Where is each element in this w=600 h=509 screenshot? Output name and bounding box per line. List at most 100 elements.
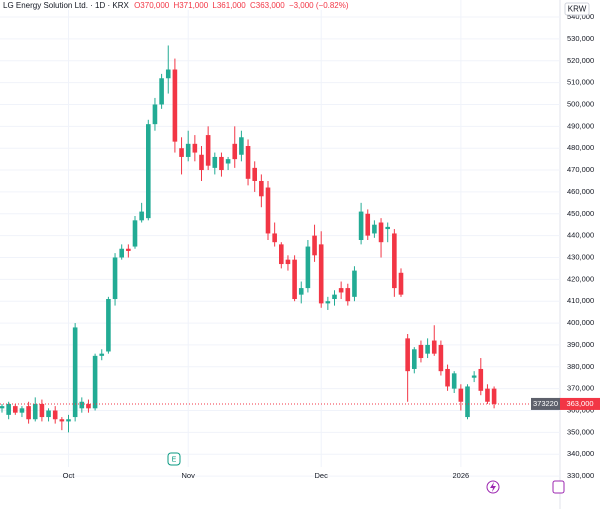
legend-header: LG Energy Solution Ltd. · 1D · KRX O370,… (3, 1, 351, 10)
y-tick-label: 530,000 (567, 34, 594, 43)
earnings-icon-letter: E (172, 456, 177, 463)
candle-body (46, 410, 51, 418)
candle-body (106, 299, 111, 352)
candle-body (298, 288, 304, 295)
ohlc-high: H371,000 (173, 1, 209, 10)
y-tick-label: 330,000 (567, 471, 594, 480)
candle-body (279, 244, 284, 265)
y-tick-label: 340,000 (567, 449, 594, 458)
ohlc-open: O370,000 (134, 1, 170, 10)
candle-body (19, 408, 25, 413)
candle-body (392, 233, 397, 289)
side-label: 373220 (533, 399, 558, 408)
candle-body (165, 69, 171, 79)
candle-body (418, 344, 424, 359)
candle-body (272, 233, 277, 243)
x-tick-label: 2026 (453, 471, 470, 480)
candle-body (119, 248, 124, 258)
y-tick-label: 370,000 (567, 384, 594, 393)
candle-body (372, 224, 377, 234)
candle-body (239, 137, 244, 155)
candle-body (225, 159, 231, 164)
candle-body (252, 167, 257, 181)
candle-body (358, 211, 364, 241)
y-tick-label: 390,000 (567, 340, 594, 349)
candle-body (99, 353, 105, 356)
candle-body (285, 259, 291, 265)
candle-body (259, 180, 264, 197)
candle-body (338, 288, 344, 293)
candle-body (66, 419, 71, 422)
candle-body (86, 403, 91, 409)
candle-body (412, 349, 417, 369)
y-tick-label: 350,000 (567, 427, 594, 436)
candle-body (345, 288, 351, 302)
candle-body (438, 344, 444, 372)
y-tick-label: 410,000 (567, 296, 594, 305)
candle-body (159, 78, 164, 105)
candle-body (92, 355, 98, 409)
candle-body (205, 135, 211, 166)
candle-body (59, 419, 65, 422)
x-tick-label: Oct (63, 471, 76, 480)
candle-body (478, 368, 484, 391)
candle-body (32, 403, 38, 420)
candle-body (212, 156, 218, 168)
y-tick-label: 420,000 (567, 274, 594, 283)
candle-body (179, 148, 184, 157)
y-tick-label: 380,000 (567, 362, 594, 371)
x-tick-label: Nov (182, 471, 196, 480)
candle-body (378, 222, 384, 243)
candle-body (332, 294, 337, 300)
candle-body (318, 244, 324, 304)
candle-body (52, 410, 58, 420)
candle-body (491, 388, 497, 404)
candle-body (245, 146, 251, 179)
y-tick-label: 520,000 (567, 56, 594, 65)
candle-body (485, 388, 490, 402)
candle-body (72, 327, 78, 418)
candle-body (219, 156, 224, 171)
candle-body (305, 246, 311, 289)
y-tick-label: 480,000 (567, 143, 594, 152)
candle-body (431, 340, 437, 354)
candle-body (465, 386, 470, 418)
y-tick-label: 490,000 (567, 121, 594, 130)
candle-body (385, 226, 390, 230)
candle-body (352, 270, 357, 297)
ohlc-change: −3,000 (−0.82%) (288, 1, 349, 10)
candle-body (146, 124, 151, 219)
candle-body (26, 406, 31, 420)
candle-body (232, 143, 238, 160)
candle-body (13, 406, 18, 413)
candle-body (365, 213, 371, 236)
candle-body (0, 406, 5, 409)
x-tick-label: Dec (315, 471, 329, 480)
candle-body (405, 338, 410, 372)
candle-body (425, 344, 430, 354)
candle-body (192, 143, 198, 153)
candle-body (471, 375, 477, 378)
candle-body (312, 235, 317, 256)
candle-body (112, 257, 118, 300)
candle-body (6, 403, 11, 415)
candle-body (451, 373, 457, 389)
last-price-label: 363,000 (566, 399, 593, 408)
candle-body (398, 272, 404, 295)
event-icon-bolt (490, 482, 496, 492)
candle-body (185, 143, 191, 157)
candle-body (39, 403, 45, 418)
y-tick-label: 510,000 (567, 78, 594, 87)
candle-body (172, 69, 178, 142)
candle-body (132, 220, 138, 247)
y-tick-label: 500,000 (567, 99, 594, 108)
earnings-icon[interactable] (167, 452, 181, 466)
last-price-box (560, 397, 600, 410)
side-label-box (531, 397, 560, 410)
event-icon[interactable] (552, 480, 565, 494)
ohlc-close: C363,000 (250, 1, 285, 10)
y-tick-label: 440,000 (567, 231, 594, 240)
